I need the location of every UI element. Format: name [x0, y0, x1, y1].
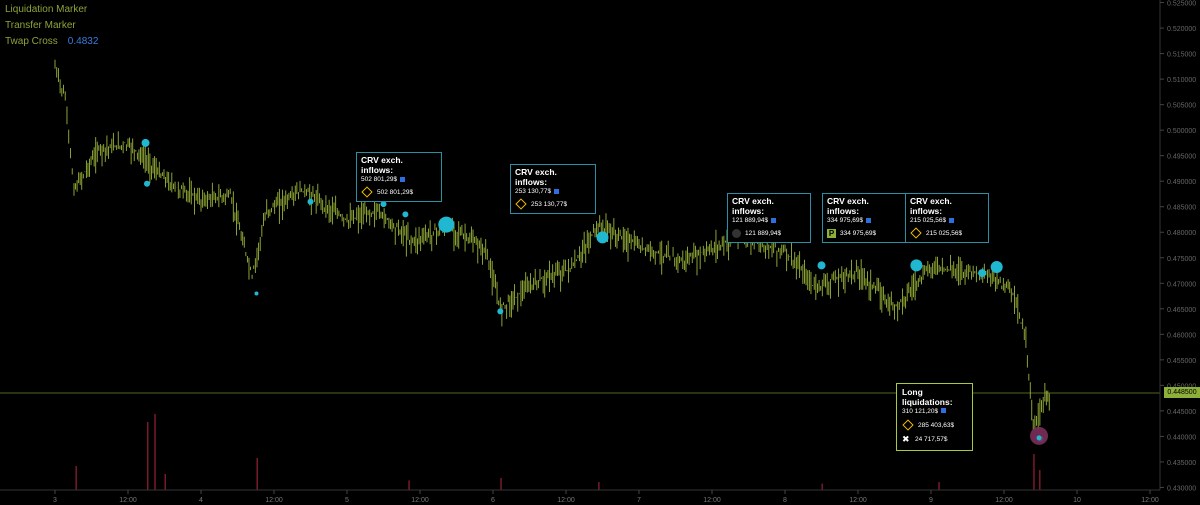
legend-item-transfer[interactable]: Transfer Marker	[5, 20, 76, 31]
legend-item-twap[interactable]: Twap Cross 0.4832	[5, 36, 99, 47]
volume-bar	[1039, 470, 1041, 490]
y-tick-label: 0.480000	[1167, 230, 1196, 237]
volume-bar	[408, 480, 410, 490]
volume-bar	[598, 482, 600, 490]
y-tick-label: 0.455000	[1167, 358, 1196, 365]
last-price-tag: 0.448500	[1164, 387, 1200, 398]
x-axis: 3 12:00 4 12:00 5 12:00 6 12:00 7 12:00 8 12:00 9 12:…	[0, 489, 1160, 504]
x-tick-label: 6	[491, 497, 495, 504]
info-badge-icon	[400, 176, 406, 182]
p-exchange-icon: P	[827, 229, 836, 238]
x-tick-label: 7	[637, 497, 641, 504]
y-tick-label: 0.465000	[1167, 307, 1196, 314]
y-tick-label: 0.515000	[1167, 52, 1196, 59]
legend-item-liquidation[interactable]: Liquidation Marker	[5, 4, 88, 15]
transfer-markers	[141, 138, 1049, 445]
y-tick-label: 0.510000	[1167, 77, 1196, 84]
y-tick-label: 0.430000	[1167, 485, 1196, 492]
y-axis: 0.430000 0.435000 0.440000 0.445000 0.450000…	[1159, 0, 1196, 492]
volume-bar	[821, 483, 823, 490]
transfer-marker	[438, 216, 455, 233]
binance-icon	[910, 227, 922, 239]
inflow-box-4: CRV exch. inflows: 334 975,69$ P 334 975,…	[822, 193, 908, 243]
x-tick-label: 5	[345, 497, 349, 504]
y-tick-label: 0.490000	[1167, 179, 1196, 186]
binance-icon	[515, 198, 527, 210]
volume-bar	[164, 474, 166, 490]
twap-value: 0.4832	[67, 36, 99, 47]
info-badge-icon	[866, 217, 872, 223]
y-tick-label: 0.435000	[1167, 460, 1196, 467]
info-badge-icon	[949, 217, 955, 223]
transfer-marker	[596, 231, 609, 244]
binance-icon	[361, 186, 373, 198]
volume-bar	[938, 482, 940, 490]
x-exchange-icon: ✖	[902, 434, 910, 444]
x-tick-label: 12:00	[265, 497, 283, 504]
inflow-box-5: CRV exch. inflows: 215 025,56$ 215 025,5…	[905, 193, 989, 243]
price-series	[54, 59, 1050, 430]
volume-bar	[146, 422, 149, 490]
transfer-marker	[402, 211, 409, 218]
y-tick-label: 0.470000	[1167, 281, 1196, 288]
x-tick-label: 9	[929, 497, 933, 504]
volume-bar	[256, 458, 258, 490]
transfer-marker	[910, 259, 923, 272]
transfer-marker	[307, 198, 314, 205]
x-tick-label: 12:00	[703, 497, 721, 504]
x-tick-label: 4	[199, 497, 203, 504]
transfer-marker	[380, 201, 387, 208]
x-tick-label: 12:00	[119, 497, 137, 504]
transfer-marker	[817, 261, 826, 270]
exchange-dark-icon	[732, 229, 741, 238]
y-tick-label: 0.445000	[1167, 409, 1196, 416]
y-tick-label: 0.460000	[1167, 332, 1196, 339]
info-badge-icon	[554, 188, 560, 194]
inflow-box-3: CRV exch. inflows: 121 889,94$ 121 889,9…	[727, 193, 811, 243]
volume-bars	[75, 414, 1041, 490]
volume-bar	[154, 414, 156, 490]
y-tick-label: 0.505000	[1167, 103, 1196, 110]
x-tick-label: 12:00	[849, 497, 867, 504]
info-badge-icon	[941, 408, 947, 413]
y-tick-label: 0.485000	[1167, 205, 1196, 212]
transfer-marker	[978, 269, 987, 278]
inflow-box-1: CRV exch. inflows: 502 801,29$ 502 801,2…	[356, 152, 442, 202]
x-tick-label: 12:00	[995, 497, 1013, 504]
x-tick-label: 10	[1073, 497, 1081, 504]
indicator-legend: Liquidation Marker Transfer Marker Twap …	[5, 2, 98, 50]
transfer-marker	[990, 260, 1003, 273]
y-tick-label: 0.495000	[1167, 154, 1196, 161]
x-tick-label: 12:00	[1141, 497, 1159, 504]
volume-bar	[75, 466, 77, 490]
transfer-marker	[497, 308, 504, 315]
transfer-marker	[1036, 435, 1042, 441]
y-tick-label: 0.440000	[1167, 434, 1196, 441]
transfer-marker	[143, 180, 150, 187]
volume-bar	[1033, 454, 1035, 490]
inflow-box-2: CRV exch. inflows: 253 130,77$ 253 130,7…	[510, 164, 596, 214]
liquidation-box: Long liquidations: 310 121,20$ 285 403,6…	[896, 383, 973, 451]
volume-bar	[500, 478, 502, 490]
y-tick-label: 0.525000	[1167, 1, 1196, 8]
transfer-marker	[141, 138, 150, 147]
y-tick-label: 0.520000	[1167, 26, 1196, 33]
x-tick-label: 12:00	[557, 497, 575, 504]
y-tick-label: 0.475000	[1167, 256, 1196, 263]
x-tick-label: 3	[53, 497, 57, 504]
transfer-marker	[254, 291, 259, 296]
x-tick-label: 12:00	[411, 497, 429, 504]
info-badge-icon	[771, 217, 777, 223]
x-tick-label: 8	[783, 497, 787, 504]
y-tick-label: 0.500000	[1167, 128, 1196, 135]
binance-icon	[902, 419, 914, 431]
